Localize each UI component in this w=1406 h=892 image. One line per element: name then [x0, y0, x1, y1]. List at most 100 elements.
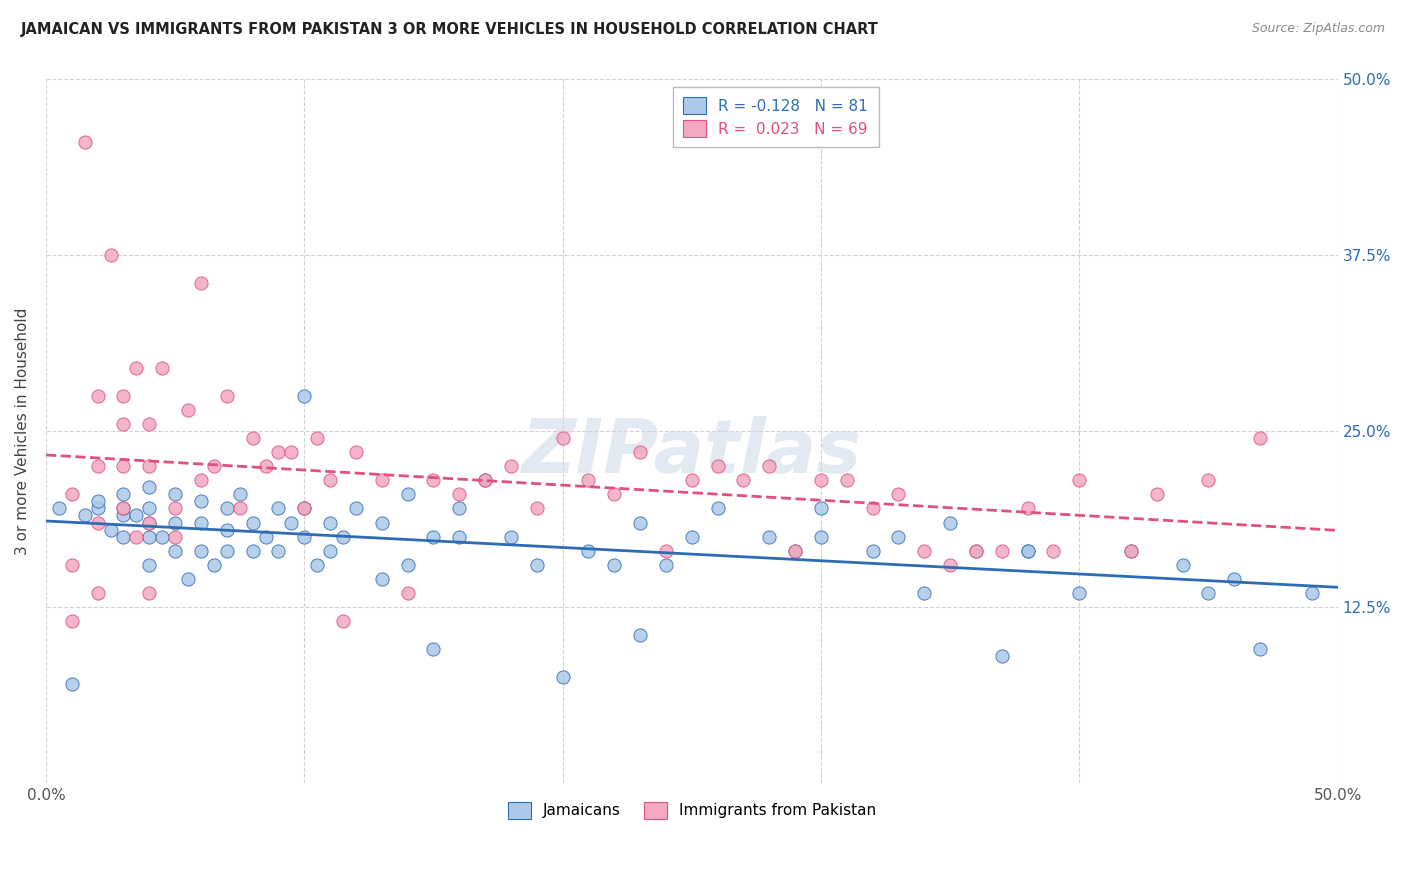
Point: [112, 501, 135, 516]
Point: [449, 501, 471, 516]
Point: [150, 360, 173, 375]
Point: [422, 530, 444, 544]
Point: [578, 543, 600, 558]
Point: [177, 572, 200, 586]
Point: [1146, 487, 1168, 501]
Point: [292, 501, 315, 516]
Point: [280, 445, 302, 459]
Point: [551, 431, 574, 445]
Point: [1198, 473, 1220, 487]
Point: [190, 473, 212, 487]
Point: [991, 543, 1014, 558]
Point: [138, 530, 160, 544]
Point: [254, 459, 277, 474]
Point: [499, 459, 522, 474]
Point: [165, 487, 187, 501]
Point: [1017, 543, 1039, 558]
Text: JAMAICAN VS IMMIGRANTS FROM PAKISTAN 3 OR MORE VEHICLES IN HOUSEHOLD CORRELATION: JAMAICAN VS IMMIGRANTS FROM PAKISTAN 3 O…: [21, 22, 879, 37]
Point: [939, 558, 962, 572]
Point: [86, 586, 108, 600]
Point: [280, 516, 302, 530]
Point: [939, 516, 962, 530]
Point: [215, 523, 238, 537]
Point: [86, 494, 108, 508]
Point: [112, 417, 135, 431]
Point: [835, 473, 858, 487]
Point: [706, 501, 728, 516]
Point: [887, 487, 910, 501]
Point: [125, 508, 148, 523]
Point: [112, 389, 135, 403]
Point: [912, 543, 935, 558]
Point: [138, 558, 160, 572]
Point: [60, 614, 83, 628]
Point: [733, 473, 755, 487]
Point: [202, 459, 225, 474]
Point: [267, 543, 290, 558]
Point: [190, 276, 212, 290]
Point: [655, 558, 678, 572]
Point: [165, 516, 187, 530]
Point: [86, 501, 108, 516]
Point: [138, 501, 160, 516]
Point: [307, 558, 329, 572]
Point: [1249, 431, 1271, 445]
Point: [785, 543, 807, 558]
Point: [526, 558, 548, 572]
Point: [862, 543, 884, 558]
Point: [758, 459, 780, 474]
Point: [138, 586, 160, 600]
Point: [165, 543, 187, 558]
Point: [1119, 543, 1142, 558]
Point: [190, 494, 212, 508]
Text: ZIPatlas: ZIPatlas: [522, 416, 862, 489]
Point: [1119, 543, 1142, 558]
Point: [1301, 586, 1323, 600]
Point: [578, 473, 600, 487]
Point: [138, 480, 160, 494]
Point: [60, 558, 83, 572]
Point: [1069, 586, 1091, 600]
Point: [681, 530, 703, 544]
Point: [1042, 543, 1064, 558]
Point: [73, 508, 96, 523]
Point: [758, 530, 780, 544]
Point: [242, 431, 264, 445]
Point: [112, 501, 135, 516]
Point: [138, 459, 160, 474]
Point: [810, 530, 832, 544]
Point: [332, 530, 354, 544]
Point: [1223, 572, 1246, 586]
Point: [862, 501, 884, 516]
Point: [190, 543, 212, 558]
Point: [73, 136, 96, 150]
Y-axis label: 3 or more Vehicles in Household: 3 or more Vehicles in Household: [15, 308, 30, 555]
Point: [371, 516, 394, 530]
Point: [86, 516, 108, 530]
Point: [86, 459, 108, 474]
Point: [332, 614, 354, 628]
Point: [371, 572, 394, 586]
Point: [912, 586, 935, 600]
Point: [344, 501, 367, 516]
Point: [138, 516, 160, 530]
Point: [1017, 543, 1039, 558]
Point: [242, 516, 264, 530]
Point: [474, 473, 496, 487]
Point: [422, 642, 444, 657]
Point: [215, 501, 238, 516]
Point: [190, 516, 212, 530]
Point: [396, 487, 419, 501]
Point: [242, 543, 264, 558]
Point: [1171, 558, 1194, 572]
Point: [215, 389, 238, 403]
Point: [449, 530, 471, 544]
Point: [785, 543, 807, 558]
Point: [267, 501, 290, 516]
Point: [319, 516, 342, 530]
Point: [396, 558, 419, 572]
Point: [499, 530, 522, 544]
Point: [628, 516, 651, 530]
Point: [150, 530, 173, 544]
Point: [551, 670, 574, 684]
